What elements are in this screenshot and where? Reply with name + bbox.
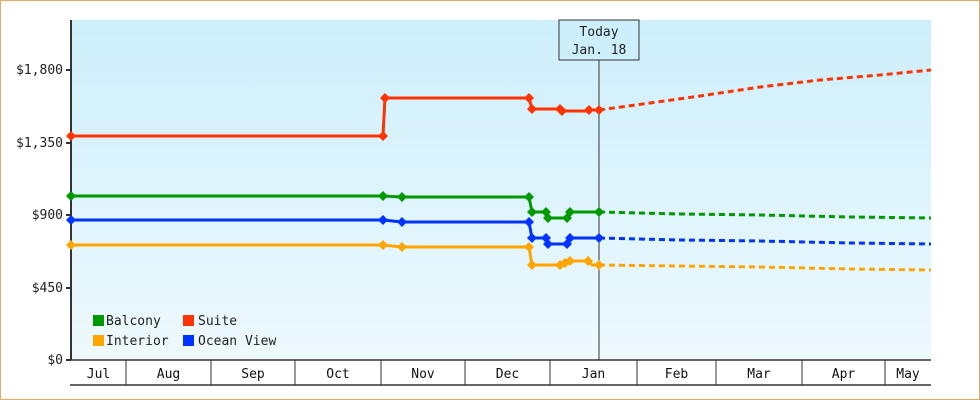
data-point-marker[interactable] bbox=[594, 105, 604, 115]
month-label-jan: Jan bbox=[582, 367, 605, 382]
data-point-marker[interactable] bbox=[543, 239, 553, 249]
month-label-feb: Feb bbox=[665, 367, 689, 382]
month-label-apr: Apr bbox=[832, 367, 856, 382]
data-point-marker[interactable] bbox=[378, 240, 388, 250]
data-point-marker[interactable] bbox=[527, 104, 537, 114]
month-label-dec: Dec bbox=[496, 367, 519, 382]
forecast-line-balcony bbox=[598, 210, 932, 220]
month-label-sep: Sep bbox=[241, 367, 265, 382]
month-label-may: May bbox=[896, 367, 920, 382]
data-point-marker[interactable] bbox=[584, 105, 594, 115]
data-point-marker[interactable] bbox=[594, 207, 604, 217]
forecast-line-ocean-view bbox=[598, 236, 932, 246]
data-point-marker[interactable] bbox=[583, 256, 593, 266]
series-balcony bbox=[66, 191, 932, 223]
data-point-marker[interactable] bbox=[527, 207, 537, 217]
data-point-marker[interactable] bbox=[397, 217, 407, 227]
series-lines bbox=[66, 68, 932, 272]
today-label-box bbox=[558, 19, 640, 61]
data-point-marker[interactable] bbox=[565, 207, 575, 217]
legend-label-balcony: Balcony bbox=[106, 314, 161, 329]
data-point-marker[interactable] bbox=[524, 217, 534, 227]
y-tick-label: $0 bbox=[47, 353, 63, 368]
y-tick-label: $1,350 bbox=[16, 136, 63, 151]
legend-label-ocean-view: Ocean View bbox=[198, 334, 276, 349]
data-point-marker[interactable] bbox=[66, 131, 76, 141]
legend-swatch-ocean-view bbox=[183, 335, 194, 346]
data-point-marker[interactable] bbox=[524, 93, 534, 103]
data-point-marker[interactable] bbox=[397, 242, 407, 252]
legend-swatch-interior bbox=[93, 335, 104, 346]
data-point-marker[interactable] bbox=[378, 191, 388, 201]
data-point-marker[interactable] bbox=[378, 215, 388, 225]
x-axis: Jul Aug Sep Oct Nov Dec Jan Feb Mar Apr May bbox=[70, 359, 931, 386]
y-tick-label: $1,800 bbox=[16, 63, 63, 78]
forecast-line-suite bbox=[598, 68, 932, 112]
month-label-nov: Nov bbox=[411, 367, 435, 382]
data-point-marker[interactable] bbox=[594, 233, 604, 243]
today-marker: Today Jan. 18 bbox=[558, 19, 640, 360]
month-label-mar: Mar bbox=[747, 367, 771, 382]
legend-swatch-balcony bbox=[93, 315, 104, 326]
today-label-line2: Jan. 18 bbox=[572, 43, 627, 58]
data-point-marker[interactable] bbox=[565, 233, 575, 243]
month-label-aug: Aug bbox=[157, 367, 180, 382]
series-ocean-view bbox=[66, 215, 932, 249]
data-point-marker[interactable] bbox=[378, 131, 388, 141]
forecast-line-interior bbox=[598, 263, 932, 272]
data-point-marker[interactable] bbox=[380, 93, 390, 103]
data-point-marker[interactable] bbox=[66, 191, 76, 201]
series-suite bbox=[66, 68, 932, 141]
legend: Balcony Suite Interior Ocean View bbox=[93, 314, 276, 349]
data-point-marker[interactable] bbox=[524, 192, 534, 202]
data-point-marker[interactable] bbox=[527, 233, 537, 243]
data-point-marker[interactable] bbox=[594, 260, 604, 270]
data-point-marker[interactable] bbox=[524, 242, 534, 252]
data-point-marker[interactable] bbox=[527, 260, 537, 270]
month-label-jul: Jul bbox=[87, 367, 110, 382]
data-point-marker[interactable] bbox=[66, 215, 76, 225]
legend-label-suite: Suite bbox=[198, 314, 237, 329]
y-tick-label: $900 bbox=[32, 208, 63, 223]
month-label-oct: Oct bbox=[326, 367, 349, 382]
legend-label-interior: Interior bbox=[106, 334, 169, 349]
plot-area bbox=[71, 20, 931, 360]
legend-swatch-suite bbox=[183, 315, 194, 326]
y-tick-label: $450 bbox=[32, 281, 63, 296]
today-label-line1: Today bbox=[579, 25, 618, 40]
data-point-marker[interactable] bbox=[397, 192, 407, 202]
data-point-marker[interactable] bbox=[543, 213, 553, 223]
y-axis: $0 $450 $900 $1,350 $1,800 bbox=[16, 20, 72, 368]
data-point-marker[interactable] bbox=[565, 256, 575, 266]
series-interior bbox=[66, 240, 932, 272]
data-point-marker[interactable] bbox=[66, 240, 76, 250]
data-point-marker[interactable] bbox=[557, 106, 567, 116]
